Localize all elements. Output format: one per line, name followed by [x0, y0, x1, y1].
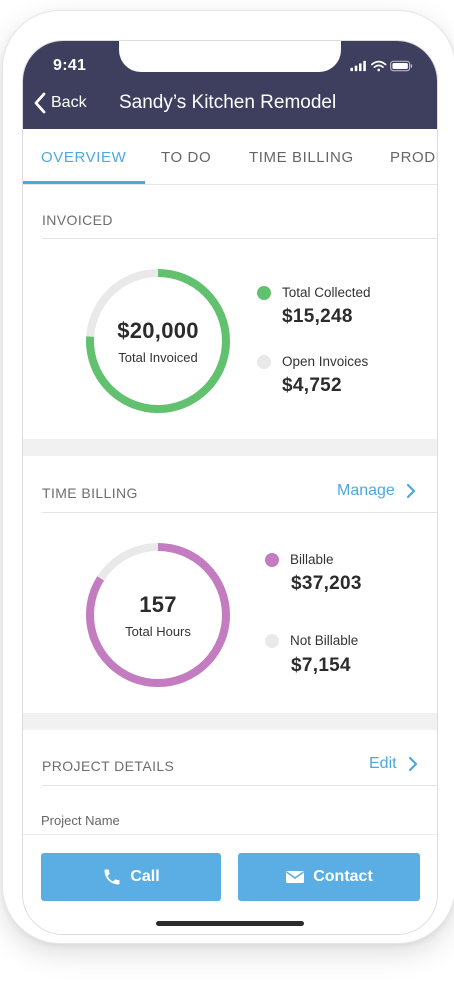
phone-frame: 9:41: [2, 10, 454, 944]
tab-bar: OVERVIEW TO DO TIME BILLING PRODU: [23, 129, 437, 185]
section-separator: [23, 713, 437, 730]
wifi-icon: [371, 60, 387, 72]
status-time: 9:41: [53, 57, 87, 74]
billable-dot: [265, 552, 279, 567]
chevron-right-icon: [406, 483, 415, 499]
project-details-section-title: PROJECT DETAILS: [42, 758, 175, 774]
time-billing-section-title: TIME BILLING: [42, 485, 138, 501]
home-indicator: [156, 921, 304, 926]
contact-label: Contact: [313, 868, 373, 885]
bottom-action-bar: Call Contact: [23, 834, 437, 934]
open-invoices-value: $4,752: [282, 375, 342, 396]
section-divider: [42, 512, 437, 513]
not-billable-label: Not Billable: [290, 633, 359, 648]
billable-value: $37,203: [291, 573, 362, 594]
envelope-icon: [286, 871, 305, 883]
manage-link[interactable]: Manage: [337, 482, 419, 500]
chevron-right-icon: [408, 756, 417, 772]
total-invoiced-label: Total Invoiced: [118, 350, 198, 365]
tab-to-do[interactable]: TO DO: [161, 149, 212, 166]
manage-label: Manage: [337, 482, 395, 499]
chevron-left-icon: [34, 92, 46, 114]
open-invoices-dot: [257, 354, 271, 369]
invoiced-donut-chart: [86, 269, 230, 413]
section-divider: [42, 785, 437, 786]
tab-overview[interactable]: OVERVIEW: [41, 149, 127, 166]
app-screen: 9:41: [23, 41, 437, 934]
project-name-label: Project Name: [41, 813, 120, 828]
active-tab-indicator: [23, 181, 145, 184]
battery-icon: [390, 60, 413, 72]
total-hours-value: 157: [139, 592, 177, 617]
billable-arc: [86, 543, 230, 687]
edit-link[interactable]: Edit: [369, 755, 421, 773]
section-separator: [23, 439, 437, 456]
not-billable-value: $7,154: [291, 655, 351, 676]
collected-dot: [257, 285, 271, 300]
total-hours-label: Total Hours: [125, 624, 191, 639]
total-invoiced-value: $20,000: [117, 318, 199, 343]
device-notch: [119, 41, 341, 72]
back-button[interactable]: Back: [33, 90, 87, 116]
tab-products[interactable]: PRODU: [390, 149, 437, 166]
legend-total-collected: Total Collected: [257, 285, 371, 300]
time-billing-donut-chart: [86, 543, 230, 687]
call-label: Call: [130, 868, 160, 885]
invoiced-section-title: INVOICED: [42, 212, 113, 228]
status-icons: [350, 60, 413, 72]
call-button[interactable]: Call: [41, 853, 221, 901]
collected-arc: [86, 269, 230, 413]
page-title: Sandy’s Kitchen Remodel: [119, 92, 337, 113]
invoiced-ring-center: $20,000 Total Invoiced: [80, 318, 236, 365]
legend-open-invoices: Open Invoices: [257, 354, 368, 369]
edit-label: Edit: [369, 755, 397, 772]
back-label: Back: [51, 94, 87, 111]
phone-icon: [104, 869, 120, 885]
billable-label: Billable: [290, 552, 334, 567]
nav-header: 9:41: [23, 41, 437, 129]
total-collected-value: $15,248: [282, 306, 353, 327]
signal-icon: [350, 60, 366, 72]
section-divider: [42, 238, 437, 239]
legend-not-billable: Not Billable: [265, 633, 358, 648]
open-invoices-label: Open Invoices: [282, 354, 369, 369]
time-billing-ring-center: 157 Total Hours: [80, 592, 236, 639]
total-collected-label: Total Collected: [282, 285, 371, 300]
tab-time-billing[interactable]: TIME BILLING: [249, 149, 354, 166]
legend-billable: Billable: [265, 552, 334, 567]
contact-button[interactable]: Contact: [238, 853, 420, 901]
not-billable-dot: [265, 633, 279, 648]
